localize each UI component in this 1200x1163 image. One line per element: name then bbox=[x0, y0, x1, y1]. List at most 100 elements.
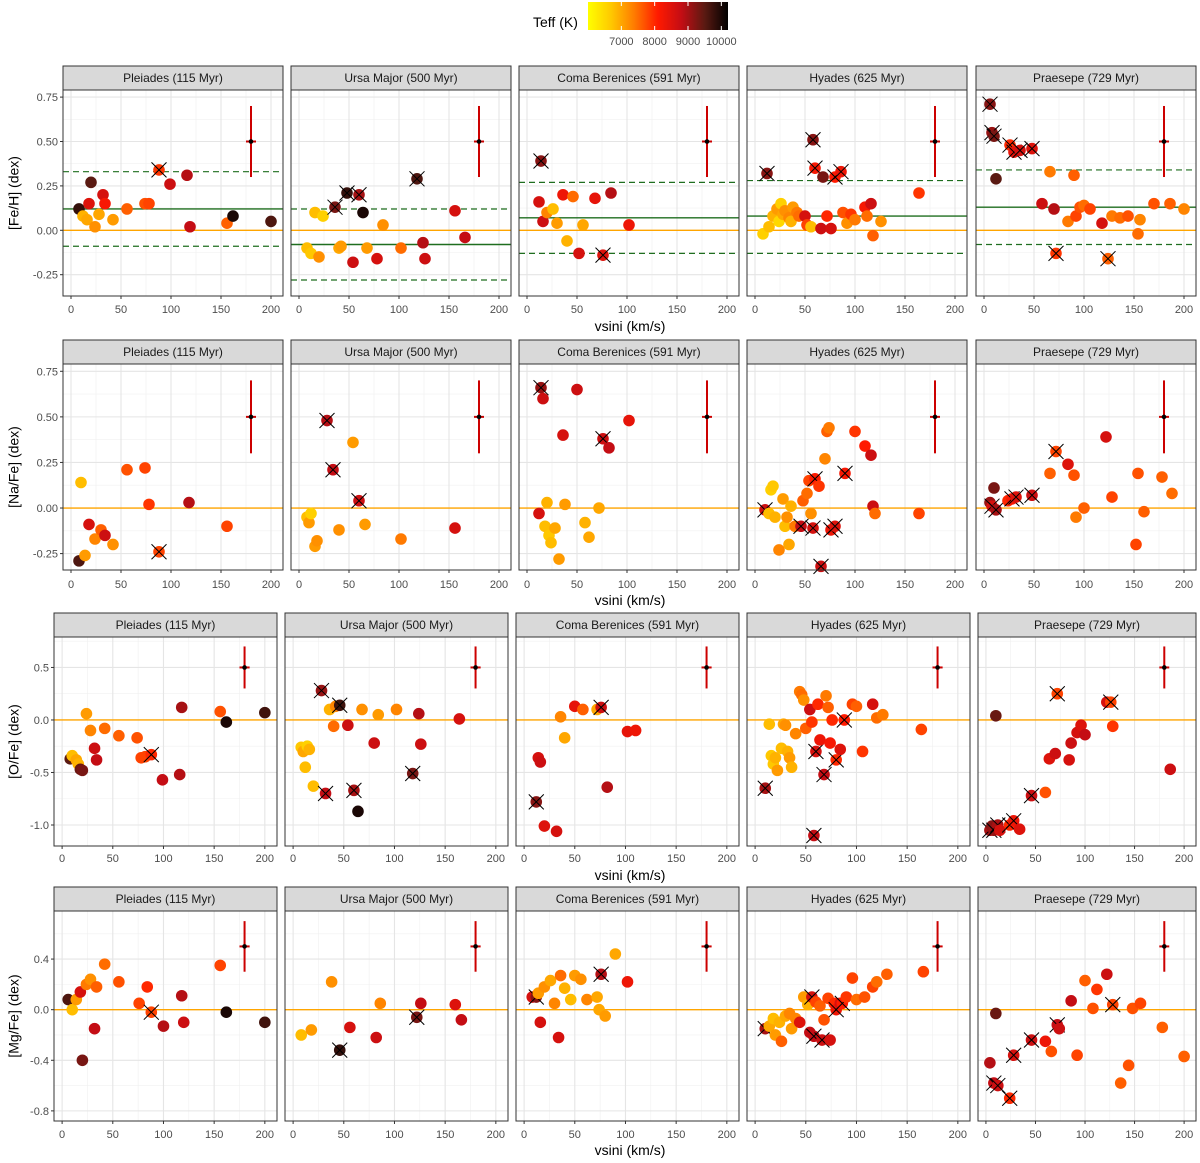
data-point bbox=[877, 708, 889, 721]
x-tick-label: 50 bbox=[1028, 579, 1040, 591]
data-point bbox=[785, 761, 798, 774]
data-point bbox=[547, 203, 559, 215]
data-point bbox=[175, 989, 188, 1002]
data-point bbox=[534, 1016, 547, 1029]
panel-3-1: Pleiades (115 Myr) 0 50 100 150 200 -1.0 -0.5 0.… bbox=[30, 612, 278, 865]
facet-strip bbox=[977, 886, 1197, 912]
data-point bbox=[769, 511, 781, 523]
data-point bbox=[1078, 502, 1090, 514]
data-point bbox=[783, 751, 796, 764]
data-point bbox=[583, 531, 595, 543]
typical-error-point bbox=[704, 944, 709, 949]
facet-strip bbox=[284, 612, 509, 638]
panel-1-4: Hyades (625 Myr) 0 50 100 150 200 bbox=[746, 65, 968, 316]
facet-strip bbox=[746, 65, 968, 91]
panel-2-4: Hyades (625 Myr) 0 50 100 150 200 bbox=[746, 339, 968, 591]
data-point bbox=[629, 724, 642, 737]
data-point bbox=[609, 948, 622, 960]
panel-2-3: Coma Berenices (591 Myr) 0 50 100 150 200 bbox=[518, 339, 740, 591]
data-point bbox=[395, 533, 407, 545]
panel-background bbox=[519, 364, 739, 570]
data-point bbox=[541, 496, 553, 509]
x-tick-label: 150 bbox=[440, 579, 458, 591]
flag-cross-marker bbox=[759, 165, 775, 182]
facet-strip-label: Coma Berenices (591 Myr) bbox=[556, 618, 699, 632]
facet-strip-label: Praesepe (729 Myr) bbox=[1033, 71, 1139, 85]
panel-background bbox=[516, 637, 739, 846]
data-point bbox=[881, 968, 893, 981]
data-point bbox=[763, 220, 775, 233]
data-point bbox=[533, 196, 545, 208]
flag-cross-marker bbox=[837, 465, 853, 482]
data-point bbox=[544, 974, 557, 987]
data-point bbox=[1070, 511, 1082, 523]
panel-border bbox=[518, 89, 740, 297]
flag-cross-marker bbox=[1104, 996, 1121, 1013]
data-point bbox=[81, 213, 93, 226]
data-point bbox=[781, 511, 793, 523]
data-point bbox=[327, 720, 340, 733]
data-point bbox=[826, 714, 838, 726]
x-tick-label: 0 bbox=[296, 304, 302, 316]
data-point bbox=[801, 487, 813, 500]
data-point bbox=[870, 976, 883, 988]
typical-error-point bbox=[935, 944, 940, 949]
x-tick-label: 150 bbox=[440, 304, 458, 316]
data-point bbox=[83, 518, 95, 531]
panel-border bbox=[746, 89, 968, 297]
x-tick-label: 150 bbox=[205, 853, 223, 865]
data-point bbox=[869, 507, 881, 520]
data-point bbox=[817, 171, 829, 183]
data-point bbox=[220, 1006, 233, 1019]
x-tick-label: 100 bbox=[154, 1129, 172, 1141]
flag-cross-marker bbox=[814, 1032, 830, 1048]
x-tick-label: 50 bbox=[800, 1129, 812, 1141]
y-tick-label: 0.0 bbox=[34, 715, 49, 727]
x-tick-label: 150 bbox=[1125, 1129, 1143, 1141]
facet-strip-label: Hyades (625 Myr) bbox=[811, 892, 906, 906]
x-tick-label: 0 bbox=[981, 304, 987, 316]
facet-strip-label: Praesepe (729 Myr) bbox=[1034, 618, 1140, 632]
x-tick-label: 150 bbox=[898, 853, 916, 865]
data-point bbox=[990, 709, 1002, 722]
data-point bbox=[557, 188, 569, 201]
flag-cross-marker bbox=[1024, 487, 1040, 504]
data-point bbox=[1039, 1035, 1052, 1048]
data-point bbox=[577, 219, 589, 231]
data-point bbox=[1178, 1050, 1190, 1063]
data-point bbox=[390, 703, 403, 716]
data-point bbox=[342, 719, 354, 732]
flag-cross-marker bbox=[808, 743, 824, 760]
colorbar-tick-label: 9000 bbox=[676, 36, 700, 48]
x-tick-label: 200 bbox=[487, 1129, 505, 1141]
data-point bbox=[1106, 491, 1118, 503]
typical-error-point bbox=[704, 139, 710, 144]
facet-strip bbox=[518, 339, 740, 365]
data-point bbox=[1132, 228, 1144, 240]
flag-cross-marker bbox=[408, 1009, 425, 1026]
data-point bbox=[368, 737, 381, 749]
data-point bbox=[623, 414, 635, 427]
x-tick-label: 150 bbox=[205, 1129, 223, 1141]
data-point bbox=[80, 707, 93, 720]
typical-error-point bbox=[476, 414, 482, 420]
x-tick-label: 150 bbox=[436, 1129, 454, 1141]
panel-background bbox=[976, 90, 1196, 296]
data-point bbox=[1101, 968, 1113, 981]
x-tick-label: 200 bbox=[718, 1129, 736, 1141]
data-point bbox=[824, 1034, 836, 1046]
data-point bbox=[453, 713, 466, 725]
data-point bbox=[777, 493, 789, 505]
chart-row-2: [Na/Fe] (dex) vsini (km/s) Pleiades (115 M… bbox=[6, 339, 1197, 608]
facet-strip-label: Coma Berenices (591 Myr) bbox=[556, 892, 699, 906]
facet-strip-label: Hyades (625 Myr) bbox=[809, 345, 904, 359]
data-point bbox=[1091, 983, 1103, 996]
data-point bbox=[1164, 763, 1177, 776]
data-point bbox=[564, 993, 577, 1006]
data-point bbox=[1065, 995, 1077, 1007]
x-tick-label: 50 bbox=[107, 853, 119, 865]
data-point bbox=[550, 825, 563, 838]
y-tick-label: 0.0 bbox=[34, 1005, 49, 1017]
x-tick-label: 100 bbox=[385, 853, 403, 865]
data-point bbox=[988, 482, 1000, 494]
